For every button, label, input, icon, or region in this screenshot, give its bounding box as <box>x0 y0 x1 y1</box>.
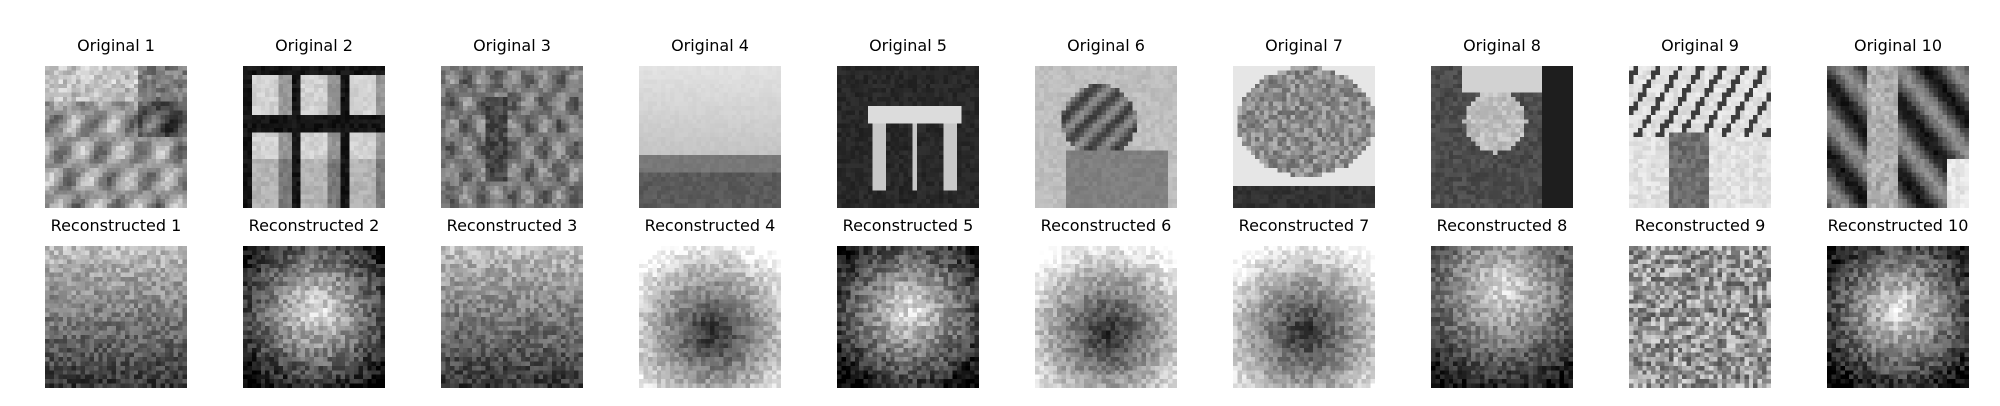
reconstructed-panel-10: Reconstructed 10 <box>1827 216 1969 388</box>
original-image <box>837 66 979 208</box>
original-panel-4: Original 4 <box>639 36 781 208</box>
panel-title: Reconstructed 4 <box>644 216 776 235</box>
panel-title: Reconstructed 5 <box>842 216 974 235</box>
reconstructed-image <box>1827 246 1969 388</box>
reconstructed-panel-9: Reconstructed 9 <box>1629 216 1771 388</box>
panel-title: Original 7 <box>1265 36 1343 55</box>
original-panel-5: Original 5 <box>837 36 979 208</box>
panel-title: Reconstructed 10 <box>1827 216 1969 235</box>
panel-title: Original 2 <box>275 36 353 55</box>
panel-title: Original 8 <box>1463 36 1541 55</box>
reconstructed-image <box>45 246 187 388</box>
reconstructed-image <box>1233 246 1375 388</box>
reconstructed-panel-6: Reconstructed 6 <box>1035 216 1177 388</box>
reconstructed-panel-4: Reconstructed 4 <box>639 216 781 388</box>
original-image <box>639 66 781 208</box>
panel-title: Original 9 <box>1661 36 1739 55</box>
reconstructed-image <box>639 246 781 388</box>
reconstructed-images-row: Reconstructed 1 Reconstructed 2 Reconstr… <box>0 216 2000 406</box>
reconstructed-image <box>1035 246 1177 388</box>
original-image <box>1431 66 1573 208</box>
reconstructed-image <box>1629 246 1771 388</box>
reconstructed-panel-5: Reconstructed 5 <box>837 216 979 388</box>
panel-title: Reconstructed 6 <box>1040 216 1172 235</box>
original-image <box>243 66 385 208</box>
original-images-row: Original 1 Original 2 Original 3 Origina… <box>0 36 2000 226</box>
panel-title: Original 10 <box>1853 36 1943 55</box>
original-panel-3: Original 3 <box>441 36 583 208</box>
panel-title: Original 4 <box>671 36 749 55</box>
original-image <box>1827 66 1969 208</box>
reconstructed-panel-2: Reconstructed 2 <box>243 216 385 388</box>
panel-title: Reconstructed 9 <box>1634 216 1766 235</box>
reconstructed-image <box>1431 246 1573 388</box>
original-panel-10: Original 10 <box>1827 36 1969 208</box>
original-panel-8: Original 8 <box>1431 36 1573 208</box>
panel-title: Reconstructed 1 <box>50 216 182 235</box>
reconstructed-panel-8: Reconstructed 8 <box>1431 216 1573 388</box>
original-panel-9: Original 9 <box>1629 36 1771 208</box>
panel-title: Original 6 <box>1067 36 1145 55</box>
panel-title: Reconstructed 7 <box>1238 216 1370 235</box>
reconstructed-image <box>837 246 979 388</box>
original-image <box>1035 66 1177 208</box>
reconstructed-image <box>441 246 583 388</box>
reconstructed-image <box>243 246 385 388</box>
original-image <box>1629 66 1771 208</box>
original-panel-1: Original 1 <box>45 36 187 208</box>
panel-title: Reconstructed 8 <box>1436 216 1568 235</box>
reconstructed-panel-1: Reconstructed 1 <box>45 216 187 388</box>
panel-title: Original 3 <box>473 36 551 55</box>
original-image <box>441 66 583 208</box>
panel-title: Original 5 <box>869 36 947 55</box>
original-panel-7: Original 7 <box>1233 36 1375 208</box>
original-panel-6: Original 6 <box>1035 36 1177 208</box>
original-image <box>45 66 187 208</box>
original-panel-2: Original 2 <box>243 36 385 208</box>
original-image <box>1233 66 1375 208</box>
panel-title: Original 1 <box>77 36 155 55</box>
panel-title: Reconstructed 3 <box>446 216 578 235</box>
reconstructed-panel-3: Reconstructed 3 <box>441 216 583 388</box>
reconstructed-panel-7: Reconstructed 7 <box>1233 216 1375 388</box>
panel-title: Reconstructed 2 <box>248 216 380 235</box>
